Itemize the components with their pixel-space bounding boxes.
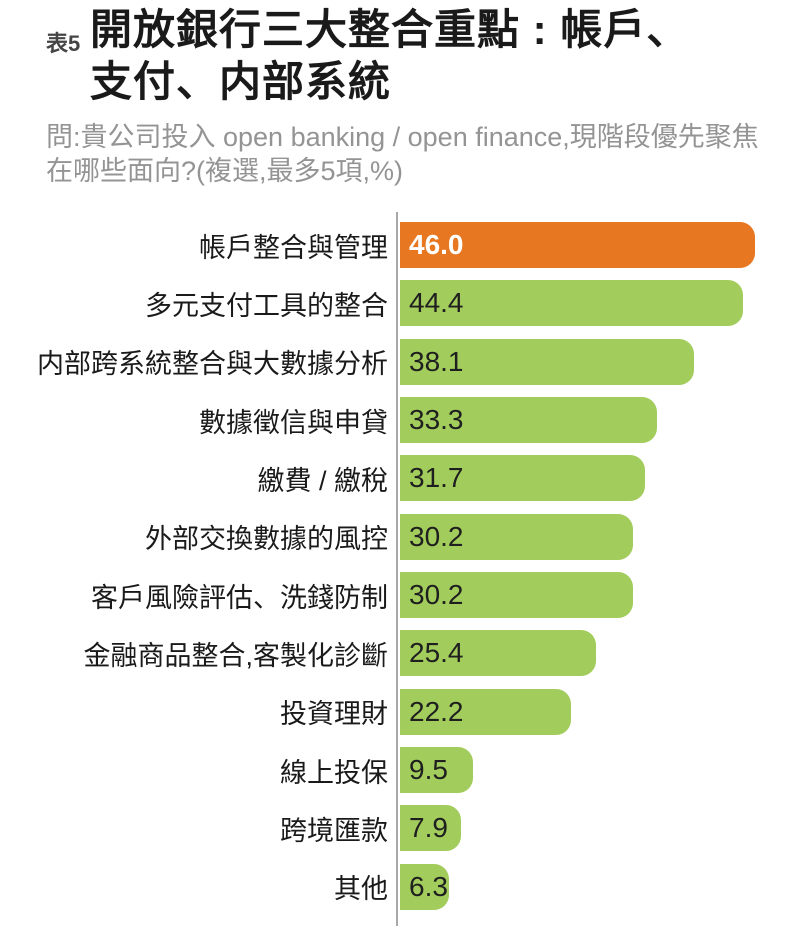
bar: 7.9: [400, 805, 461, 852]
value-label: 7.9: [409, 812, 448, 844]
bar-track: 44.4: [400, 280, 792, 327]
bar-row: 帳戶整合與管理 46.0: [0, 216, 792, 274]
bar: 31.7: [400, 455, 645, 502]
bar-row: 跨境匯款 7.9: [0, 799, 792, 857]
title-line-2: 支付、内部系統: [90, 58, 392, 105]
axis-baseline: [396, 212, 398, 926]
bar-track: 46.0: [400, 222, 792, 269]
category-label: 數據徵信與申貸: [199, 407, 388, 438]
bar: 30.2: [400, 513, 634, 560]
bar-row: 内部跨系統整合與大數據分析 38.1: [0, 333, 792, 391]
category-label: 帳戶整合與管理: [199, 232, 388, 263]
bar-track: 33.3: [400, 397, 792, 444]
bar-track: 22.2: [400, 688, 792, 735]
bar-track: 7.9: [400, 805, 792, 852]
category-label: 外部交換數據的風控: [145, 524, 388, 555]
bar: 6.3: [400, 863, 449, 910]
category-label: 投資理財: [280, 699, 388, 730]
bar-track: 6.3: [400, 863, 792, 910]
bar-row: 客戶風險評估、洗錢防制 30.2: [0, 566, 792, 624]
bar-track: 38.1: [400, 338, 792, 385]
category-label: 多元支付工具的整合: [145, 290, 388, 321]
survey-question-subtitle: 問:貴公司投入 open banking / open finance,現階段優…: [46, 122, 759, 186]
bar: 44.4: [400, 280, 743, 327]
category-label: 繳費 / 繳稅: [257, 465, 388, 496]
title-line-1: 開放銀行三大整合重點 : 帳戶、: [90, 6, 690, 53]
category-label: 客戶風險評估、洗錢防制: [91, 582, 388, 613]
bar-row: 外部交換數據的風控 30.2: [0, 508, 792, 566]
value-label: 31.7: [409, 462, 464, 494]
bar: 30.2: [400, 572, 634, 619]
value-label: 25.4: [409, 637, 464, 669]
bar-row: 多元支付工具的整合 44.4: [0, 274, 792, 332]
category-label: 金融商品整合,客製化診斷: [83, 640, 388, 671]
category-label: 内部跨系統整合與大數據分析: [37, 349, 388, 380]
bar: 9.5: [400, 747, 474, 794]
bar: 38.1: [400, 338, 695, 385]
page-title: 開放銀行三大整合重點 : 帳戶、 支付、内部系統: [90, 4, 790, 108]
bar-track: 9.5: [400, 747, 792, 794]
bar-track: 30.2: [400, 513, 792, 560]
bar-row: 數據徵信與申貸 33.3: [0, 391, 792, 449]
value-label: 9.5: [409, 754, 448, 786]
category-label: 線上投保: [280, 757, 388, 788]
bar-row: 投資理財 22.2: [0, 683, 792, 741]
table-number-label: 表5: [46, 31, 81, 56]
category-label: 跨境匯款: [280, 815, 388, 846]
value-label: 46.0: [409, 229, 464, 261]
category-label: 其他: [334, 874, 388, 905]
value-label: 44.4: [409, 287, 464, 319]
value-label: 30.2: [409, 579, 464, 611]
bar-track: 25.4: [400, 630, 792, 677]
bar-chart: 帳戶整合與管理 46.0 多元支付工具的整合 44.4 内部跨系統整合與大數據分析 38.…: [0, 216, 792, 916]
bar: 22.2: [400, 688, 572, 735]
bar-row: 其他 6.3: [0, 858, 792, 916]
value-label: 22.2: [409, 695, 464, 727]
value-label: 33.3: [409, 404, 464, 436]
value-label: 30.2: [409, 520, 464, 552]
bar-track: 30.2: [400, 572, 792, 619]
bar-row: 繳費 / 繳稅 31.7: [0, 449, 792, 507]
bar: 46.0: [400, 222, 755, 269]
bar-track: 31.7: [400, 455, 792, 502]
bar-row: 金融商品整合,客製化診斷 25.4: [0, 624, 792, 682]
value-label: 38.1: [409, 345, 464, 377]
bar: 33.3: [400, 397, 657, 444]
value-label: 6.3: [409, 870, 448, 902]
bar: 25.4: [400, 630, 597, 677]
bar-row: 線上投保 9.5: [0, 741, 792, 799]
